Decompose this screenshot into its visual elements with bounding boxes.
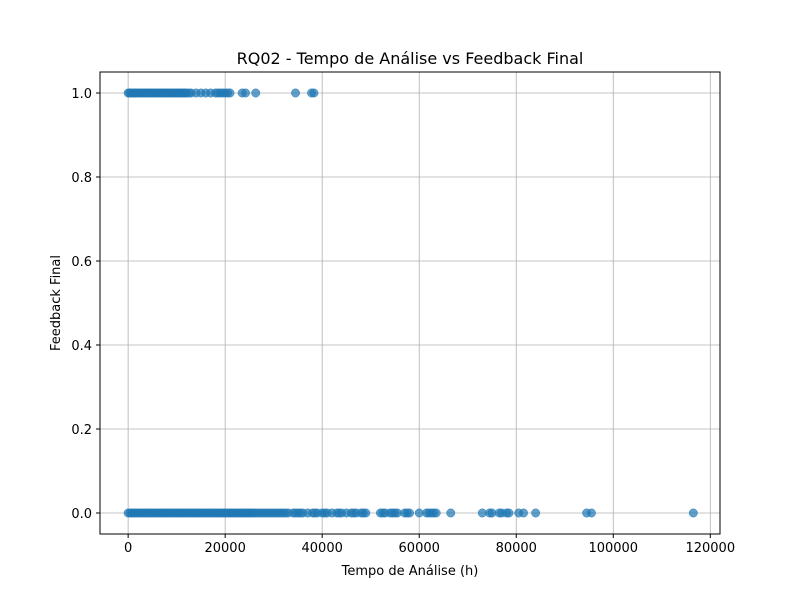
y-tick-label: 0.2: [71, 423, 92, 438]
scatter-point: [251, 88, 261, 98]
chart-title: RQ02 - Tempo de Análise vs Feedback Fina…: [237, 49, 584, 68]
scatter-point: [405, 508, 414, 518]
scatter-point: [688, 508, 698, 518]
x-tick-label: 20000: [204, 541, 245, 556]
x-tick-label: 100000: [588, 541, 638, 556]
x-tick-label: 120000: [685, 541, 735, 556]
x-tick-label: 80000: [496, 541, 537, 556]
y-tick-label: 0.4: [71, 339, 92, 354]
scatter-point: [291, 88, 300, 98]
data-points: [123, 88, 698, 518]
scatter-point: [361, 508, 371, 518]
scatter-point: [586, 508, 596, 518]
y-tick-label: 0.8: [71, 171, 92, 186]
axis-ticks: 0 20000 40000 60000 80000 100000 120000 0.0 0.2 0…: [71, 87, 735, 556]
plot-area: [100, 72, 720, 534]
scatter-point: [309, 88, 319, 98]
y-axis-label: Feedback Final: [49, 255, 64, 351]
x-axis-label: Tempo de Análise (h): [341, 564, 479, 579]
scatter-point: [225, 88, 235, 98]
scatter-point: [446, 508, 456, 518]
scatter-point: [241, 88, 250, 98]
x-tick-label: 0: [124, 541, 132, 556]
y-tick-label: 0.6: [71, 255, 92, 270]
scatter-point: [531, 508, 541, 518]
x-tick-label: 60000: [399, 541, 440, 556]
y-tick-label: 0.0: [71, 507, 92, 522]
y-tick-label: 1.0: [71, 87, 92, 102]
scatter-point: [431, 508, 441, 518]
x-tick-label: 40000: [302, 541, 343, 556]
plot-frame: [99, 71, 721, 535]
scatter-point: [519, 508, 528, 518]
scatter-point: [504, 508, 514, 518]
